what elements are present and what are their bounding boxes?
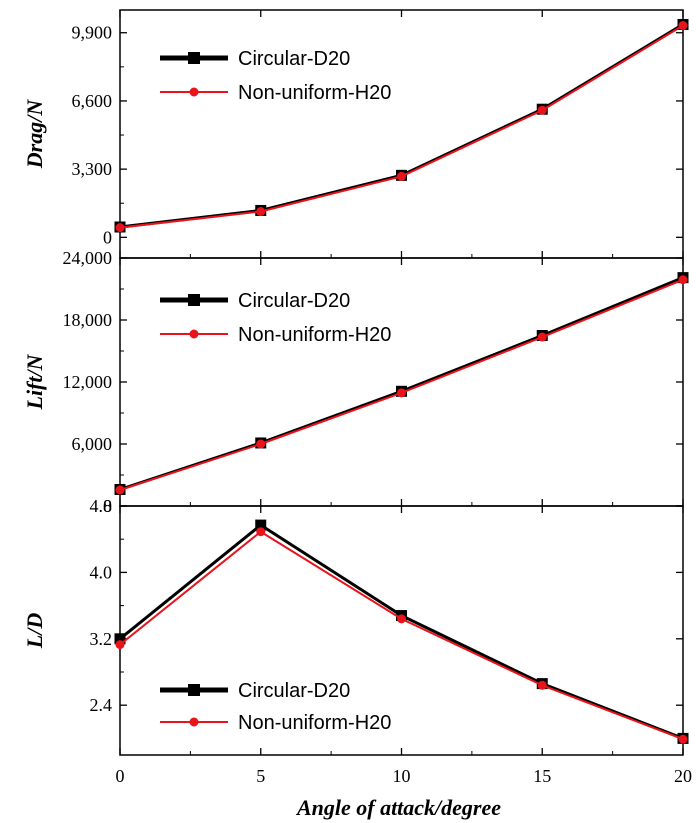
series-line-non-uniform-h20	[119, 530, 684, 741]
x-tick-label: 0	[116, 766, 125, 786]
legend-label: Circular-D20	[238, 48, 350, 70]
data-point-non-uniform-h20	[397, 614, 406, 624]
y-tick-label: 2.4	[90, 695, 113, 715]
y-axis-label: Lift/N	[22, 353, 47, 410]
legend-label: Non-uniform-H20	[238, 324, 391, 346]
y-tick-label: 9,900	[72, 23, 113, 43]
series-line-circular-d20	[119, 276, 684, 491]
plot-frame	[119, 257, 684, 507]
y-tick-label: 12,000	[63, 372, 113, 392]
data-point-non-uniform-h20	[256, 207, 266, 216]
plot-frame	[119, 505, 684, 756]
data-point-non-uniform-h20	[678, 734, 688, 744]
x-tick-label: 15	[533, 766, 551, 786]
legend-label: Circular-D20	[238, 290, 350, 312]
y-tick-label: 18,000	[63, 310, 113, 330]
data-point-non-uniform-h20	[115, 485, 125, 495]
plot-frame	[119, 9, 684, 259]
y-axis-label: Drag/N	[22, 99, 47, 170]
legend-marker-square	[188, 52, 200, 64]
data-point-non-uniform-h20	[678, 21, 688, 30]
data-point-non-uniform-h20	[256, 527, 266, 537]
legend-marker-square	[188, 684, 200, 696]
series-line-circular-d20	[119, 23, 684, 229]
panel-2: 0 6,000 12,000 18,000 24,000 Lift/N Circular-D…	[22, 248, 689, 516]
data-point-non-uniform-h20	[397, 171, 406, 181]
data-point-circular-d20	[114, 633, 126, 645]
legend-marker-circle	[189, 717, 199, 727]
data-point-non-uniform-h20	[397, 388, 406, 398]
y-tick-label: 4.0	[90, 562, 113, 582]
legend-label: Non-uniform-H20	[238, 82, 391, 104]
x-tick-labels: 0 5 10 15 20	[116, 766, 693, 786]
y-tick-label: 0	[103, 496, 112, 516]
y-axis-label: L/D	[22, 613, 47, 650]
data-point-non-uniform-h20	[537, 332, 547, 342]
data-point-non-uniform-h20	[256, 439, 266, 449]
data-point-non-uniform-h20	[537, 680, 547, 690]
y-tick-label: 24,000	[63, 248, 113, 268]
legend-marker-square	[188, 294, 200, 306]
panel-3: 2.4 3.2 4.0 4.8 L/D Circular-D20 Non-uniform-H…	[22, 496, 689, 756]
y-tick-label: 3.2	[90, 629, 113, 649]
data-point-non-uniform-h20	[537, 105, 547, 115]
y-tick-label: 3,300	[72, 159, 113, 179]
data-point-non-uniform-h20	[115, 640, 125, 650]
data-point-circular-d20	[255, 519, 267, 531]
y-tick-label: 0	[103, 227, 112, 247]
data-point-non-uniform-h20	[678, 275, 688, 285]
legend-marker-circle	[189, 87, 199, 97]
panel-1: 0 3,300 6,600 9,900 Drag/N Circular-D20 Non-un…	[22, 9, 689, 259]
legend-marker-circle	[189, 329, 199, 339]
legend-label: Non-uniform-H20	[238, 712, 391, 734]
y-tick-label: 4.8	[90, 496, 113, 516]
y-tick-label: 6,000	[72, 434, 113, 454]
legend-label: Circular-D20	[238, 680, 350, 702]
x-tick-label: 10	[393, 766, 411, 786]
panels: 0 3,300 6,600 9,900 Drag/N Circular-D20 Non-un…	[22, 9, 689, 756]
y-tick-label: 6,600	[72, 91, 113, 111]
data-point-non-uniform-h20	[115, 223, 125, 233]
x-tick-label: 5	[256, 766, 265, 786]
x-tick-label: 20	[674, 766, 692, 786]
x-axis-label: Angle of attack/degree	[295, 795, 501, 820]
